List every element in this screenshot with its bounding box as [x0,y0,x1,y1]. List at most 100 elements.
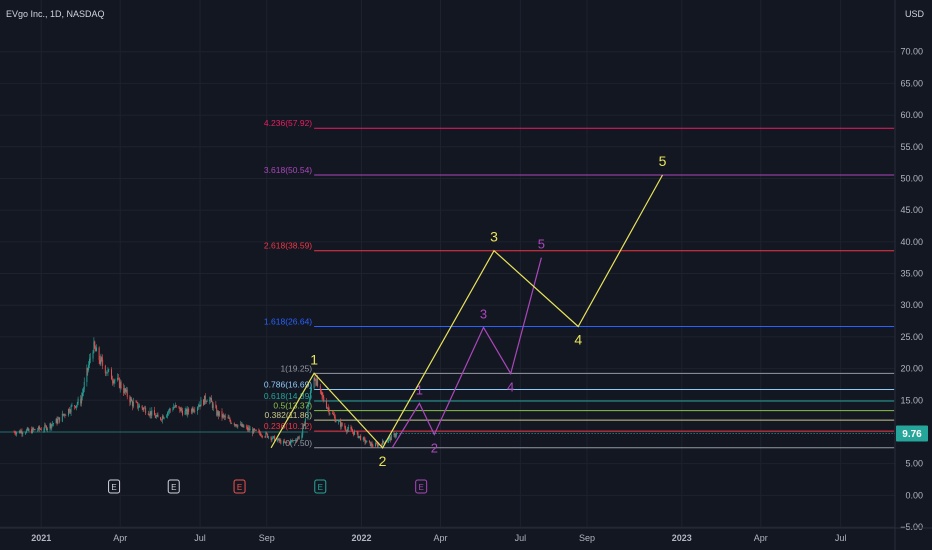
candle-body [212,404,214,409]
candle-body [168,408,170,412]
earnings-event-marker[interactable] [167,479,180,494]
candle-body [289,440,291,444]
candle-body [110,369,112,380]
candle-body [99,360,101,364]
time-tick-label: Apr [754,533,768,543]
candle-body [141,405,143,409]
fib-level-label: 0.618(14.89) [264,391,312,401]
elliott-wave-drawings[interactable]: 1 2 3 4 5 1 2 3 4 5 [270,153,667,469]
candle-body [62,413,64,416]
candle-body [107,369,109,373]
time-axis[interactable]: 2021 Apr Jul Sep 2022 Apr Jul Sep 2023 Apr Jul [0,527,932,543]
time-tick-label: 2023 [672,533,692,543]
candle-body [273,436,275,437]
candle-body [327,407,329,409]
candle-body [16,432,18,435]
candle-body [260,433,262,436]
candle-body [246,426,248,428]
price-tick-label: 65.00 [900,78,923,88]
price-tick-label: 20.00 [900,364,923,374]
candle-body [357,432,359,438]
candle-body [388,438,390,442]
candle-body [59,417,61,422]
candle-body [112,381,114,384]
candle-body [316,378,318,386]
wave-label-secondary: 1 [416,382,423,397]
candle-body [321,391,323,396]
candle-body [169,408,171,410]
earnings-event-marker[interactable] [314,479,327,494]
candle-body [274,436,276,442]
candle-body [241,424,243,427]
candle-body [282,440,284,444]
candle-body [138,407,140,409]
fib-level-label: 0.786(16.69) [264,380,312,390]
candle-body [33,429,35,430]
wave-label-primary: 3 [490,229,498,245]
candle-body [38,426,40,430]
wave-label-secondary: 5 [538,237,545,252]
candle-body [228,418,230,419]
candle-body [272,436,274,439]
wave-label-primary: 4 [574,331,582,347]
candle-body [101,357,103,360]
candle-body [227,416,229,419]
candle-body [53,423,54,424]
candle-body [80,398,82,404]
candle-body [308,403,310,405]
candle-body [234,424,236,426]
wave-path-primary[interactable] [270,174,664,449]
candle-body [49,423,51,429]
candle-body [50,423,52,428]
fibonacci-retracement[interactable]: 0(7.50) 0.236(10.12)0.382(11.86)0.5(13.37… [264,118,895,449]
candle-body [37,429,39,431]
candle-body [32,428,33,433]
candle-body [67,408,69,416]
earnings-event-marker[interactable] [415,479,428,494]
candle-body [149,411,151,415]
earnings-event-marker[interactable] [233,479,246,494]
candle-body [259,431,261,434]
candle-body [69,412,71,413]
candle-body [76,403,78,406]
fib-level-label: 0.236(10.12) [264,421,312,431]
candle-body [347,427,349,430]
earnings-event-label: E [171,483,176,492]
candle-body [111,379,113,382]
candle-body [239,423,241,425]
earnings-event-label: E [111,483,116,492]
price-tick-label: 0.00 [905,490,923,500]
candle-body [393,433,395,436]
price-tick-label: 60.00 [900,110,923,120]
candle-body [102,359,104,366]
candle-body [370,443,372,446]
candle-body [70,405,72,413]
wave-label-secondary: 2 [431,440,438,455]
price-axis[interactable]: −5.000.005.0010.0015.0020.0025.0030.0035… [396,47,928,532]
wave-path-secondary[interactable] [391,257,542,449]
candle-body [162,416,164,419]
candle-body [371,443,373,446]
candle-body [366,440,368,443]
time-tick-label: Apr [113,533,127,543]
candle-body [68,408,70,413]
candle-body [334,416,336,422]
candle-body [352,431,354,433]
candle-body [57,419,59,424]
candle-body [82,392,83,397]
candle-body [194,410,196,412]
earnings-event-marker[interactable] [108,479,121,494]
candle-body [243,426,245,428]
candle-body [218,411,219,416]
time-tick-label: Jul [515,533,527,543]
symbol-title[interactable]: EVgo Inc., 1D, NASDAQ [6,9,105,19]
candle-body [82,389,84,393]
candle-body [64,414,66,416]
candle-body [15,433,17,435]
candle-body [233,423,235,426]
candle-body [198,404,200,407]
candle-body [339,421,341,422]
candle-body [18,430,20,433]
